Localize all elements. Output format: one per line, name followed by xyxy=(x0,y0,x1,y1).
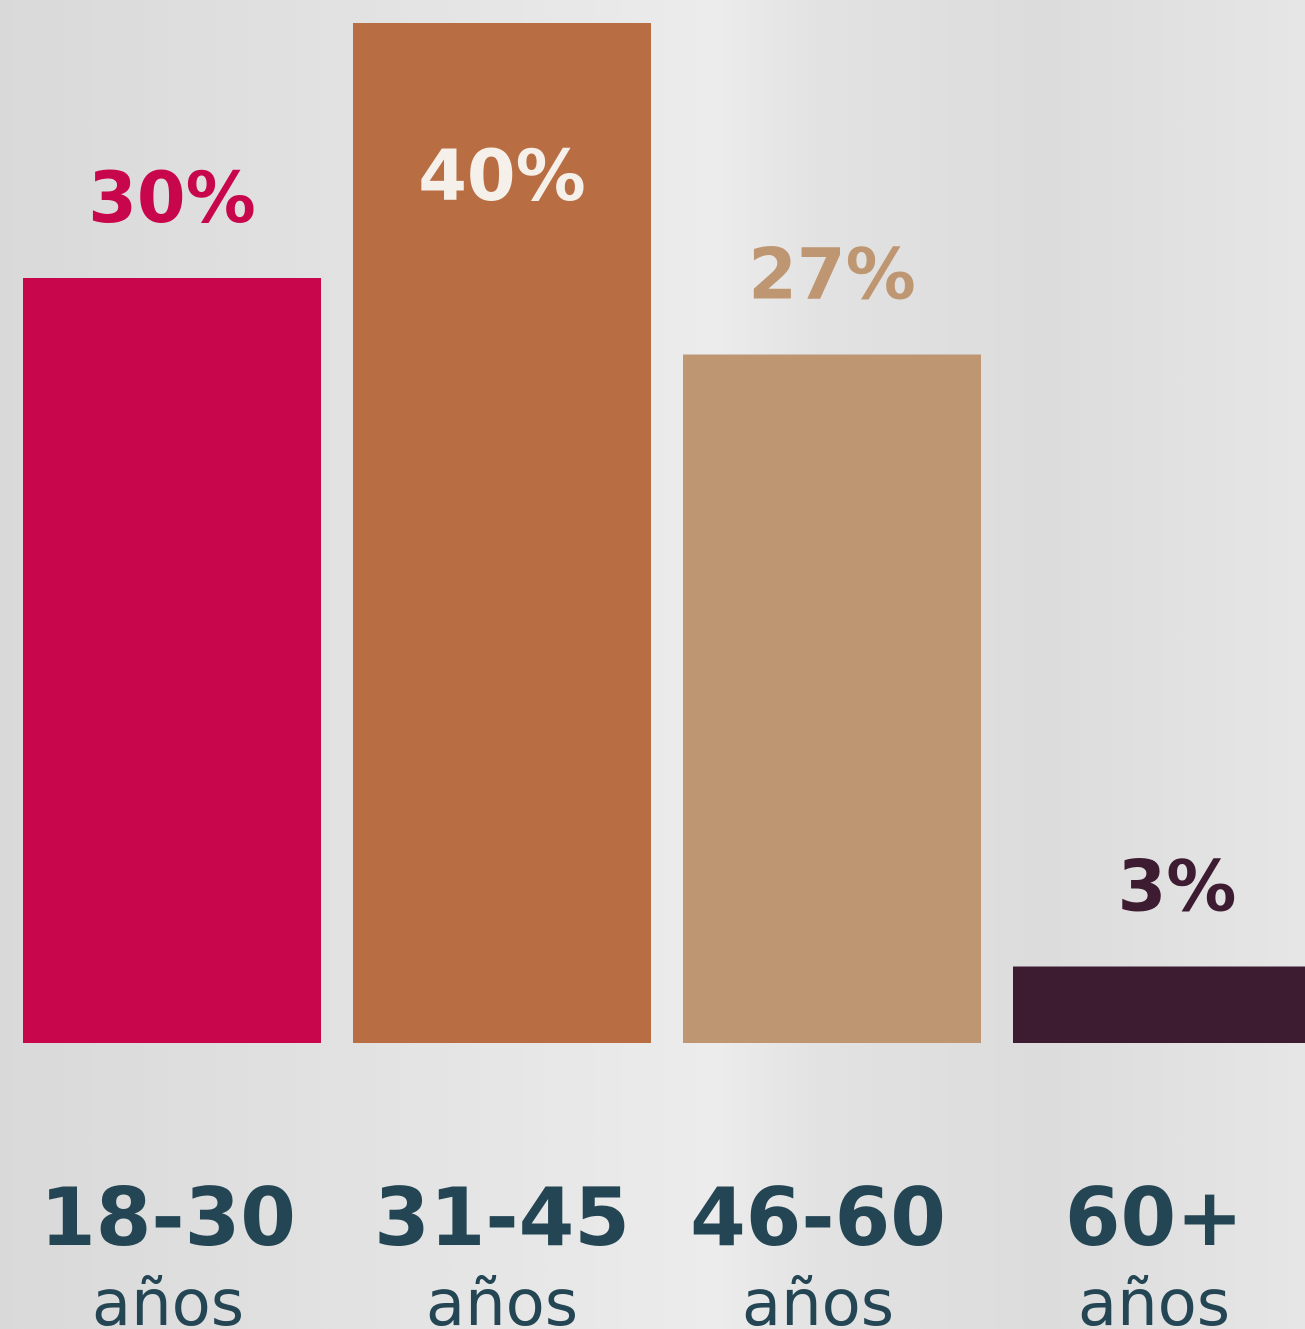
data-label-18-30: 30% xyxy=(88,157,256,239)
category-unit-label: años xyxy=(426,1267,578,1329)
bar-60plus xyxy=(1013,966,1305,1043)
bar-31-45 xyxy=(353,23,651,1043)
category-label-46-60: 46-60 xyxy=(690,1171,946,1264)
data-label-46-60: 27% xyxy=(748,234,916,316)
category-label-31-45: 31-45 xyxy=(374,1171,630,1264)
category-unit-label: años xyxy=(742,1267,894,1329)
bar-18-30 xyxy=(23,278,321,1043)
bar-46-60 xyxy=(683,354,981,1043)
bars-group xyxy=(23,23,1305,1043)
category-label-18-30: 18-30 xyxy=(40,1171,296,1264)
category-unit-label: años xyxy=(1078,1267,1230,1329)
category-unit-label: años xyxy=(92,1267,244,1329)
data-label-60plus: 3% xyxy=(1118,846,1237,928)
category-label-60plus: 60+ xyxy=(1065,1171,1243,1264)
data-label-31-45: 40% xyxy=(418,135,586,217)
data-labels-group: 30% 40% 27% 3% xyxy=(88,135,1236,928)
